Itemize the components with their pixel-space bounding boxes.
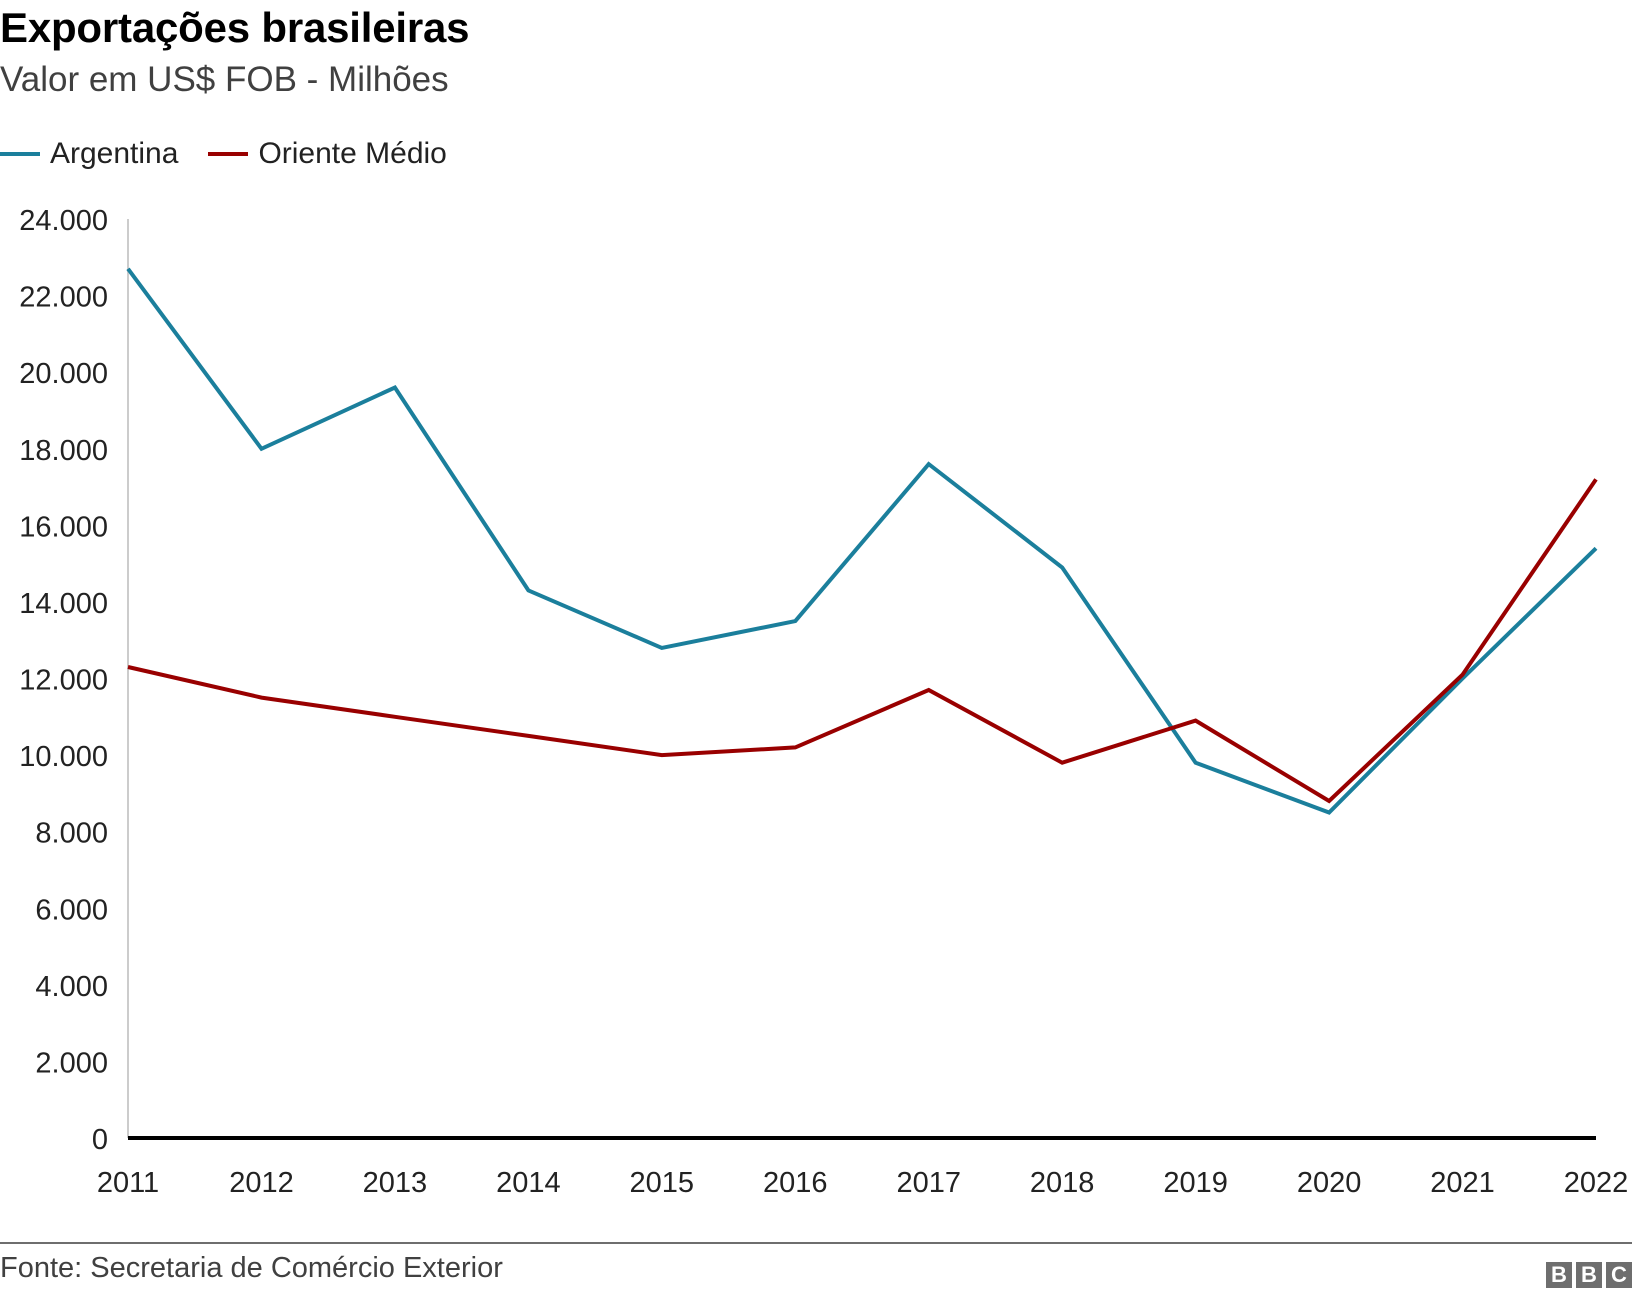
legend-label-oriente-medio: Oriente Médio [258,137,447,170]
x-tick-label: 2011 [97,1167,159,1199]
bbc-logo-block: C [1606,1262,1632,1288]
legend-item-argentina: Argentina [0,137,178,171]
x-tick-label: 2022 [1564,1167,1629,1199]
x-axis: 2011 2012 2013 2014 2015 2016 2017 2018 2019 2020… [97,1136,1629,1199]
y-tick-label: 2.000 [35,1047,108,1079]
x-tick-label: 2017 [896,1167,961,1199]
x-tick-label: 2012 [229,1167,294,1199]
y-tick-label: 6.000 [35,894,108,926]
line-chart: 0 2.000 4.000 6.000 8.000 10.000 12.000 14.000 1… [19,205,1629,1199]
legend: Argentina Oriente Médio [0,134,477,174]
y-tick-label: 10.000 [19,741,108,773]
bbc-logo-block: B [1576,1262,1602,1288]
x-tick-label: 2021 [1430,1167,1495,1199]
y-tick-label: 14.000 [19,588,108,620]
y-tick-label: 20.000 [19,358,108,390]
y-tick-label: 16.000 [19,511,108,543]
legend-item-oriente-medio: Oriente Médio [208,137,447,171]
x-tick-label: 2014 [496,1167,561,1199]
source-note: Fonte: Secretaria de Comércio Exterior [0,1252,503,1284]
x-tick-label: 2016 [763,1167,828,1199]
y-tick-label: 22.000 [19,282,108,314]
y-tick-label: 0 [92,1124,108,1156]
x-tick-label: 2019 [1163,1167,1228,1199]
series-layer [126,267,1598,815]
y-tick-label: 8.000 [35,818,108,850]
footer-divider [0,1242,1632,1244]
series-line-oriente-medio [127,478,1598,804]
x-tick-label: 2013 [363,1167,428,1199]
y-axis: 0 2.000 4.000 6.000 8.000 10.000 12.000 14.000 1… [19,205,129,1156]
y-tick-label: 12.000 [19,665,108,697]
series-line-argentina [126,267,1598,815]
chart-title: Exportações brasileiras [0,4,470,51]
x-tick-label: 2020 [1297,1167,1362,1199]
y-tick-label: 24.000 [19,205,108,237]
bbc-logo-block: B [1546,1262,1572,1288]
x-tick-label: 2018 [1030,1167,1095,1199]
legend-swatch-oriente-medio [208,152,249,156]
legend-swatch-argentina [0,152,40,156]
y-tick-label: 4.000 [35,971,108,1003]
legend-label-argentina: Argentina [50,137,179,170]
chart-subtitle: Valor em US$ FOB - Milhões [0,60,449,99]
y-tick-label: 18.000 [19,435,108,467]
x-tick-label: 2015 [630,1167,695,1199]
bbc-logo: B B C [1546,1262,1632,1288]
